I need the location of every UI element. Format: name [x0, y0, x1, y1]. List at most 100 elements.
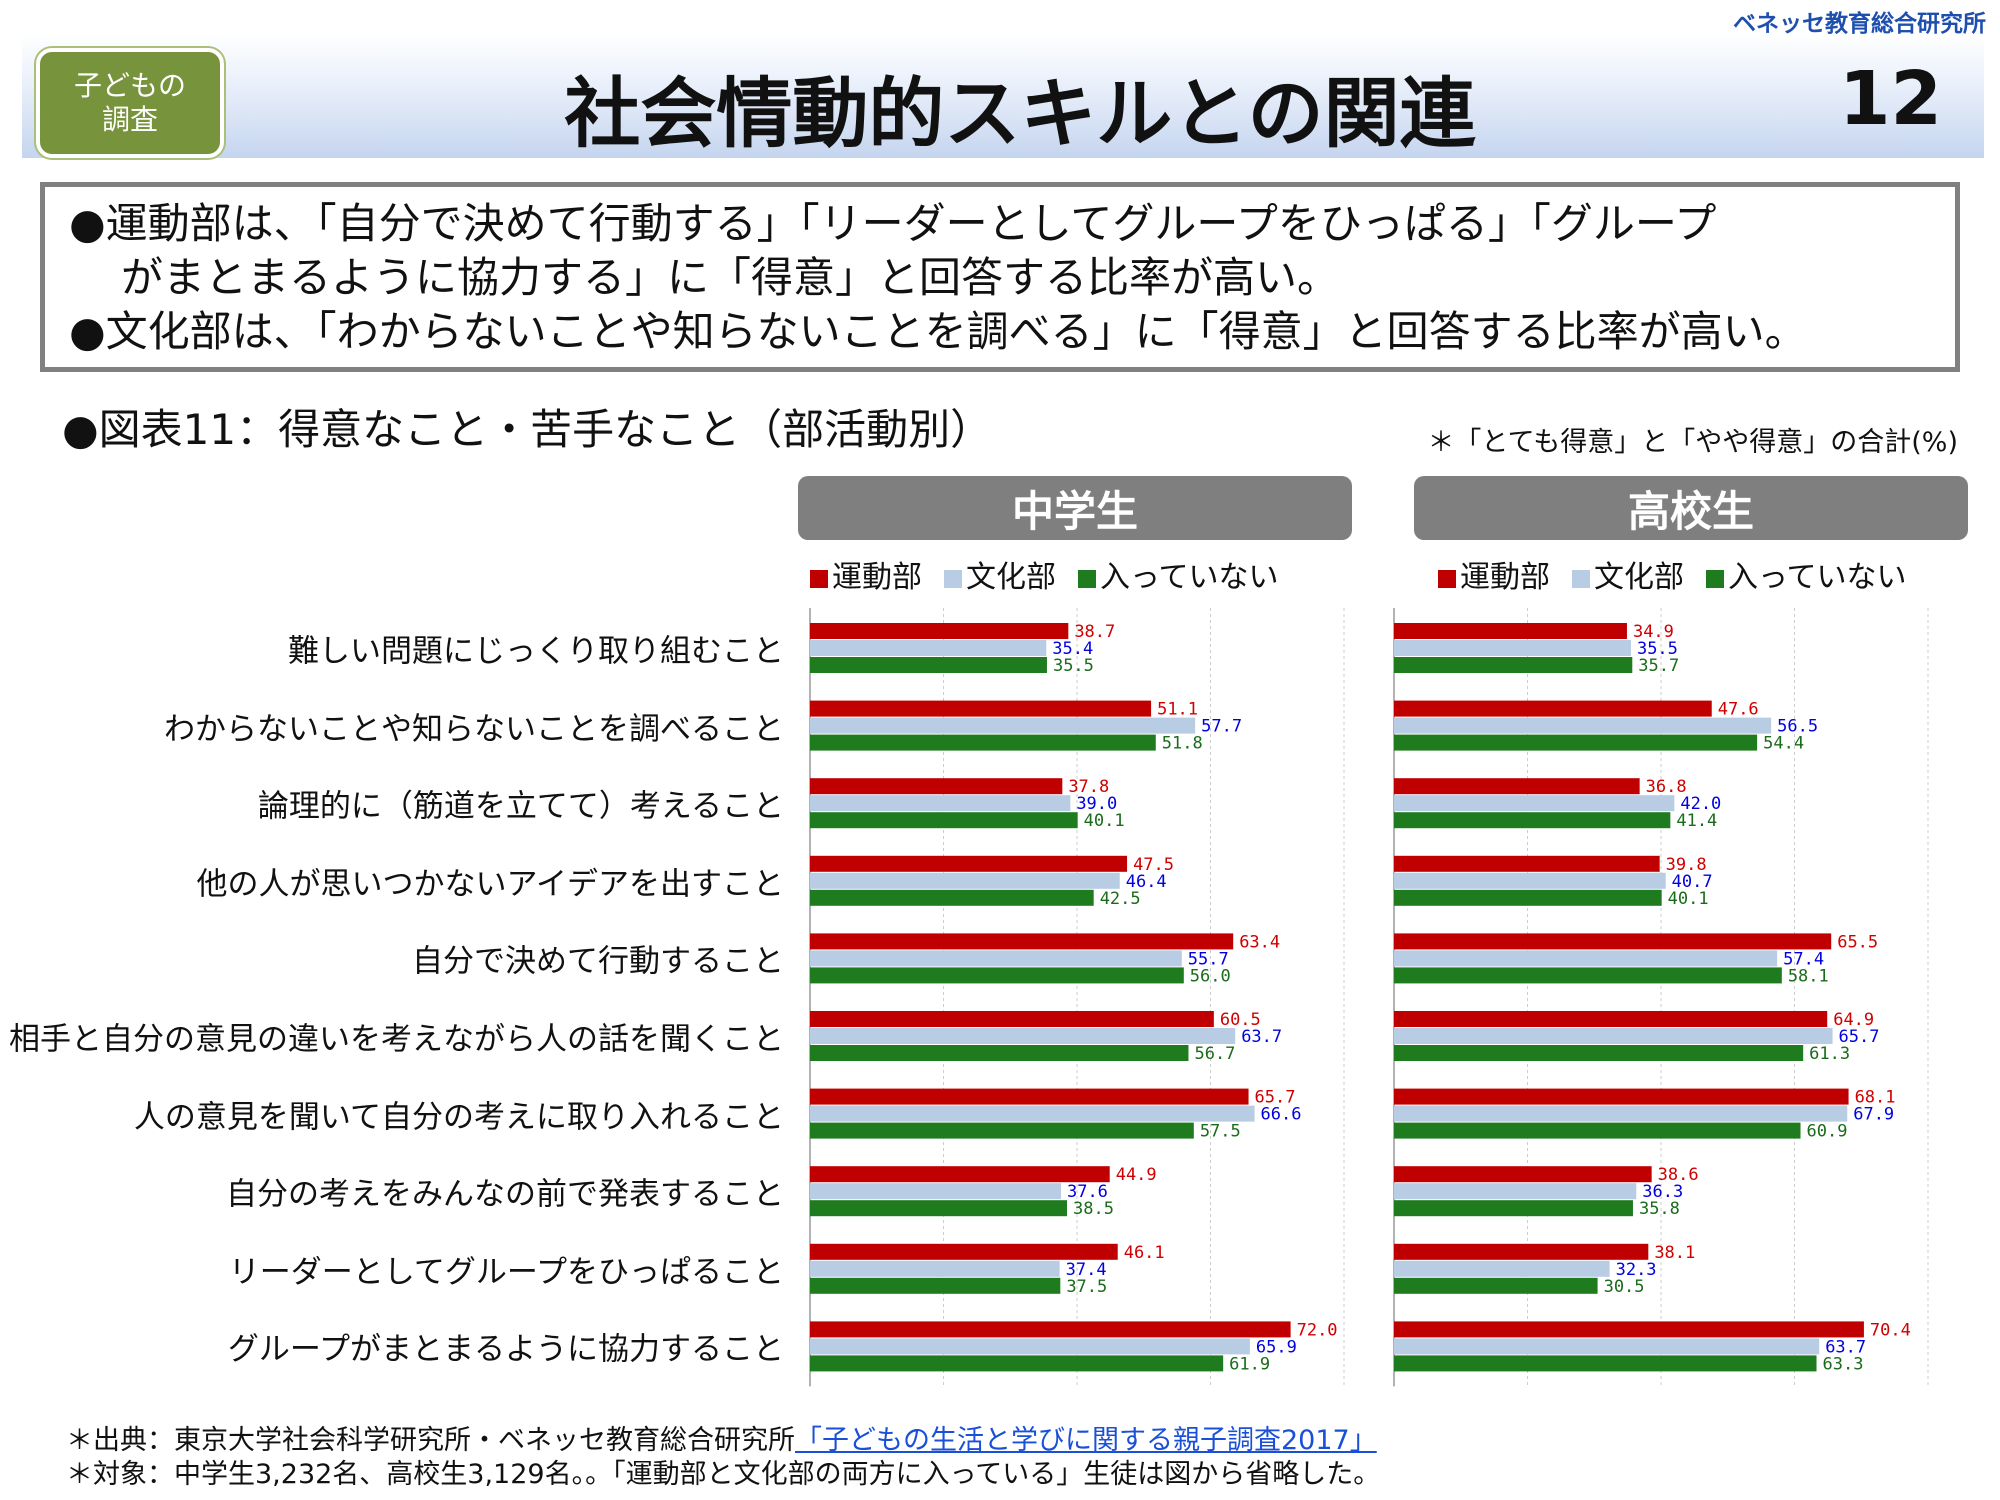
bar-none	[810, 1200, 1067, 1217]
data-label: 38.5	[1073, 1199, 1114, 1219]
legend-item-none: 入っていない	[1706, 552, 1907, 596]
data-label: 39.0	[1076, 794, 1117, 814]
bar-sports	[810, 623, 1069, 639]
data-label: 41.4	[1676, 811, 1717, 831]
data-label: 63.7	[1825, 1337, 1866, 1357]
target-note: ＊対象：中学生3,232名、高校生3,129名。。「運動部と文化部の両方に入って…	[66, 1459, 1381, 1490]
legend-item-none: 入っていない	[1078, 552, 1279, 596]
bar-sports	[1394, 623, 1627, 639]
bar-culture	[810, 1183, 1061, 1200]
bar-culture	[810, 950, 1182, 967]
data-label: 65.7	[1839, 1027, 1880, 1047]
data-label: 56.7	[1194, 1044, 1235, 1064]
source-link[interactable]: 「子どもの生活と学びに関する親子調査2017」	[795, 1425, 1377, 1456]
data-label: 63.4	[1239, 932, 1280, 952]
bar-culture	[1394, 1260, 1610, 1277]
bar-culture	[1394, 1338, 1820, 1355]
bar-none	[810, 1277, 1061, 1294]
data-label: 40.1	[1668, 889, 1709, 909]
bar-sports	[1394, 855, 1660, 872]
bar-culture	[810, 795, 1071, 812]
data-label: 36.8	[1646, 777, 1687, 797]
bar-sports	[810, 855, 1128, 872]
legend-item-sports: 運動部	[810, 552, 922, 596]
bar-culture	[1394, 872, 1666, 889]
data-label: 51.1	[1157, 700, 1198, 720]
bar-none	[1394, 1277, 1598, 1294]
bar-culture	[810, 1028, 1236, 1044]
legend-item-culture: 文化部	[1572, 552, 1684, 596]
category-label: グループがまとまるように協力すること	[227, 1331, 784, 1368]
page-title: 社会情動的スキルとの関連	[564, 69, 1476, 158]
bar-none	[810, 734, 1156, 751]
bar-culture	[810, 640, 1047, 656]
data-label: 68.1	[1855, 1088, 1896, 1108]
data-label: 39.8	[1666, 855, 1707, 875]
bar-sports	[1394, 1011, 1828, 1027]
data-label: 65.5	[1837, 932, 1878, 952]
legend-swatch-sports	[810, 570, 828, 588]
category-label: リーダーとしてグループをひっぱること	[228, 1254, 784, 1291]
bar-culture	[1394, 1028, 1833, 1044]
category-label: 難しい問題にじっくり取り組むこと	[288, 633, 784, 670]
legend-junior-high: 運動部 文化部 入っていない	[810, 552, 1279, 596]
bar-culture	[1394, 950, 1778, 967]
data-label: 30.5	[1604, 1277, 1645, 1297]
bar-sports	[1394, 1243, 1649, 1260]
data-label: 38.7	[1074, 622, 1115, 642]
data-label: 64.9	[1833, 1010, 1874, 1030]
category-label: 論理的に（筋道を立てて）考えること	[257, 788, 784, 825]
bar-sports	[1394, 1166, 1652, 1183]
bar-sports	[1394, 778, 1640, 795]
bar-sports	[1394, 700, 1712, 717]
bar-none	[1394, 967, 1782, 984]
badge-line-2: 調査	[101, 103, 158, 136]
bar-none	[1394, 1355, 1817, 1372]
summary-box: ●運動部は、「自分で決めて行動する」「リーダーとしてグループをひっぱる」「グルー…	[40, 182, 1960, 372]
data-label: 57.5	[1200, 1122, 1241, 1142]
data-label: 46.4	[1126, 872, 1167, 892]
bar-culture	[810, 1105, 1255, 1122]
category-badge: 子どもの 調査	[36, 48, 224, 158]
bar-sports	[810, 1088, 1249, 1105]
data-label: 38.1	[1654, 1243, 1695, 1263]
data-label: 37.6	[1067, 1182, 1108, 1202]
legend-label-none: 入っていない	[1728, 560, 1907, 595]
data-label: 57.7	[1201, 717, 1242, 737]
legend-swatch-none	[1078, 570, 1096, 588]
data-label: 40.1	[1084, 811, 1125, 831]
data-label: 61.3	[1809, 1044, 1850, 1064]
data-label: 61.9	[1229, 1354, 1270, 1374]
bar-none	[810, 967, 1184, 984]
bar-culture	[810, 872, 1120, 889]
data-label: 57.4	[1783, 949, 1824, 969]
bar-none	[810, 1355, 1224, 1372]
bar-sports	[810, 1321, 1291, 1338]
legend-label-none: 入っていない	[1100, 560, 1279, 595]
data-label: 35.4	[1052, 639, 1093, 659]
chart-note: ＊「とても得意」と「やや得意」の合計(%)	[1427, 427, 1958, 458]
bar-none	[1394, 1122, 1801, 1139]
category-label: 他の人が思いつかないアイデアを出すこと	[196, 866, 784, 903]
data-label: 38.6	[1658, 1165, 1699, 1185]
data-label: 35.5	[1053, 656, 1094, 676]
bar-culture	[810, 1338, 1250, 1355]
legend-item-culture: 文化部	[944, 552, 1056, 596]
data-label: 34.9	[1633, 622, 1674, 642]
data-label: 72.0	[1297, 1320, 1338, 1340]
page-number: 12	[1839, 56, 1942, 142]
data-label: 40.7	[1672, 872, 1713, 892]
bar-sports	[810, 778, 1063, 795]
bar-none	[1394, 1200, 1633, 1217]
legend-high-school: 運動部 文化部 入っていない	[1438, 552, 1907, 596]
data-label: 60.5	[1220, 1010, 1261, 1030]
source-note: ＊出典：東京大学社会科学研究所・ベネッセ教育総合研究所「子どもの生活と学びに関す…	[66, 1418, 1377, 1457]
bar-sports	[810, 933, 1234, 950]
bar-none	[810, 1045, 1189, 1061]
data-label: 55.7	[1188, 949, 1229, 969]
data-label: 58.1	[1788, 966, 1829, 986]
legend-label-sports: 運動部	[1460, 560, 1550, 595]
data-label: 42.5	[1100, 889, 1141, 909]
bar-culture	[1394, 1105, 1848, 1122]
legend-label-culture: 文化部	[966, 560, 1056, 595]
